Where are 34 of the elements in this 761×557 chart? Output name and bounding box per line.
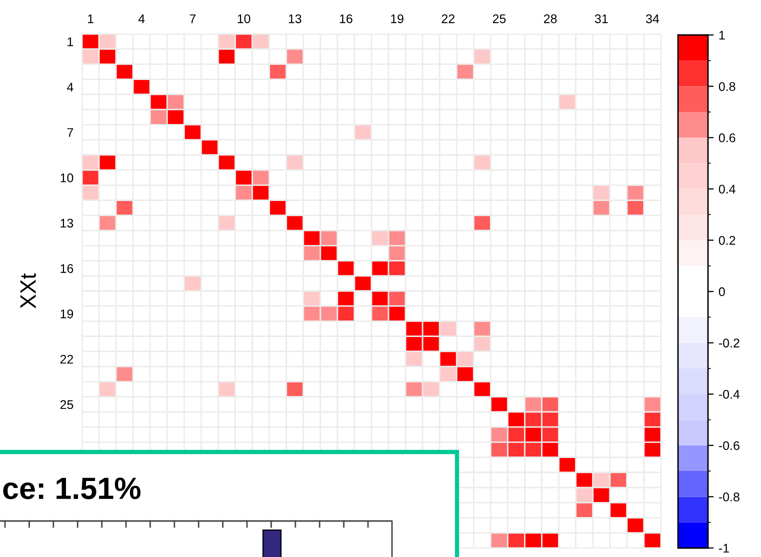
- x-tick-label: 7: [190, 14, 196, 24]
- y-tick-label: 4: [67, 82, 74, 92]
- x-tick-label: 13: [288, 14, 302, 24]
- text: ce: 1.51%: [3, 478, 140, 500]
- y-axis-title: XXt: [20, 273, 36, 308]
- x-tick-label: 25: [492, 14, 506, 24]
- y-tick-label: 19: [60, 309, 74, 318]
- color-bar-label: 0.6: [718, 133, 736, 142]
- x-tick-label: 19: [391, 14, 404, 24]
- color-bar-label: -0.6: [718, 441, 740, 450]
- color-bar-label: 0: [718, 287, 725, 296]
- x-tick-label: 22: [442, 14, 454, 24]
- color-bar-label: -1: [718, 544, 729, 553]
- y-tick-label: 13: [60, 218, 74, 228]
- y-tick-label: 10: [60, 173, 74, 182]
- color-bar-label: 0.2: [718, 236, 736, 245]
- x-tick-label: 4: [138, 14, 145, 24]
- color-bar-label: -0.2: [718, 338, 740, 348]
- y-tick-label: 22: [60, 354, 74, 364]
- y-tick-label: 1: [68, 37, 74, 46]
- y-tick-label: 25: [60, 400, 74, 410]
- x-tick-label: 28: [544, 14, 557, 24]
- x-tick-label: 34: [646, 14, 660, 24]
- color-bar-label: 0.8: [718, 82, 736, 91]
- x-tick-label: 10: [238, 14, 250, 24]
- y-tick-label: 7: [67, 128, 74, 137]
- color-bar-label: 0.4: [718, 184, 736, 194]
- color-bar-label: -0.8: [718, 492, 740, 502]
- x-tick-label: 1: [88, 14, 94, 24]
- color-bar-label: -0.4: [718, 390, 740, 399]
- x-tick-label: 31: [594, 14, 608, 24]
- y-tick-label: 16: [60, 264, 74, 273]
- color-bar-label: 1: [719, 30, 725, 40]
- x-tick-label: 16: [340, 14, 352, 24]
